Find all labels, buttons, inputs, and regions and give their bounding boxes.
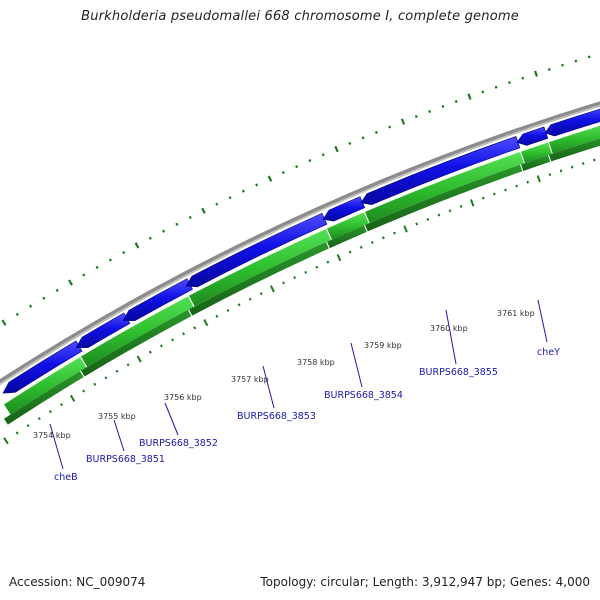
gene-label-3852: BURPS668_3852 [139,438,218,449]
backbone-highlight [0,104,600,385]
backbone-ring [0,101,600,385]
leader-line [537,299,548,343]
scale-labels: 3754 kbp 3755 kbp 3756 kbp 3757 kbp 3758… [33,309,535,440]
inner-major-ticks [3,175,541,445]
reverse-strand-genes [4,125,600,425]
reverse-gene-block [81,296,194,367]
map-title: Burkholderia pseudomallei 668 chromosome… [81,9,519,24]
scale-label: 3758 kbp [297,358,335,367]
scale-label: 3759 kbp [364,341,402,350]
leader-line [49,423,64,470]
topology-summary: Topology: circular; Length: 3,912,947 bp… [260,575,590,589]
scale-label: 3754 kbp [33,431,71,440]
reverse-gene-block [4,357,87,415]
reverse-gene-shade [521,155,551,171]
scale-label: 3760 kbp [430,324,468,333]
outer-tick-ring [1,55,591,326]
leader-line [350,342,363,388]
leader-line [164,402,179,436]
gene-label-3851: BURPS668_3851 [86,454,165,465]
gene-labels: cheB BURPS668_3851 BURPS668_3852 BURPS66… [54,347,560,483]
leader-line [113,419,125,452]
reverse-gene-shade [4,371,84,425]
leader-line [262,365,275,409]
reverse-gene-block [189,228,331,307]
reverse-gene-shade [365,164,523,232]
forward-strand-genes [2,108,600,394]
accession-text: Accession: NC_009074 [9,575,146,589]
reverse-gene-block [365,151,524,223]
gene-label-3854: BURPS668_3854 [324,390,403,401]
scale-label: 3757 kbp [231,375,269,384]
inner-tick-ring [3,158,596,445]
major-ticks [1,70,538,326]
reverse-gene-shade [189,242,329,316]
scale-label: 3761 kbp [497,309,535,318]
reverse-gene-shade [81,309,192,377]
gene-label-cheY: cheY [537,347,560,358]
gene-label-cheB: cheB [54,472,78,483]
scale-label: 3756 kbp [164,393,202,402]
reverse-gene-block [549,125,600,154]
scale-label: 3755 kbp [98,412,136,421]
inner-minor-ticks [15,158,596,435]
minor-ticks [15,55,591,316]
reverse-gene-shade [327,225,367,249]
leader-line [445,309,457,365]
gene-label-leaders [49,299,548,470]
reverse-gene-shade [549,138,600,162]
reverse-gene-block [521,142,552,163]
gene-label-3853: BURPS668_3853 [237,411,316,422]
forward-gene-arrow [544,108,600,137]
reverse-gene-block [327,212,369,240]
gene-label-3855: BURPS668_3855 [419,367,498,378]
